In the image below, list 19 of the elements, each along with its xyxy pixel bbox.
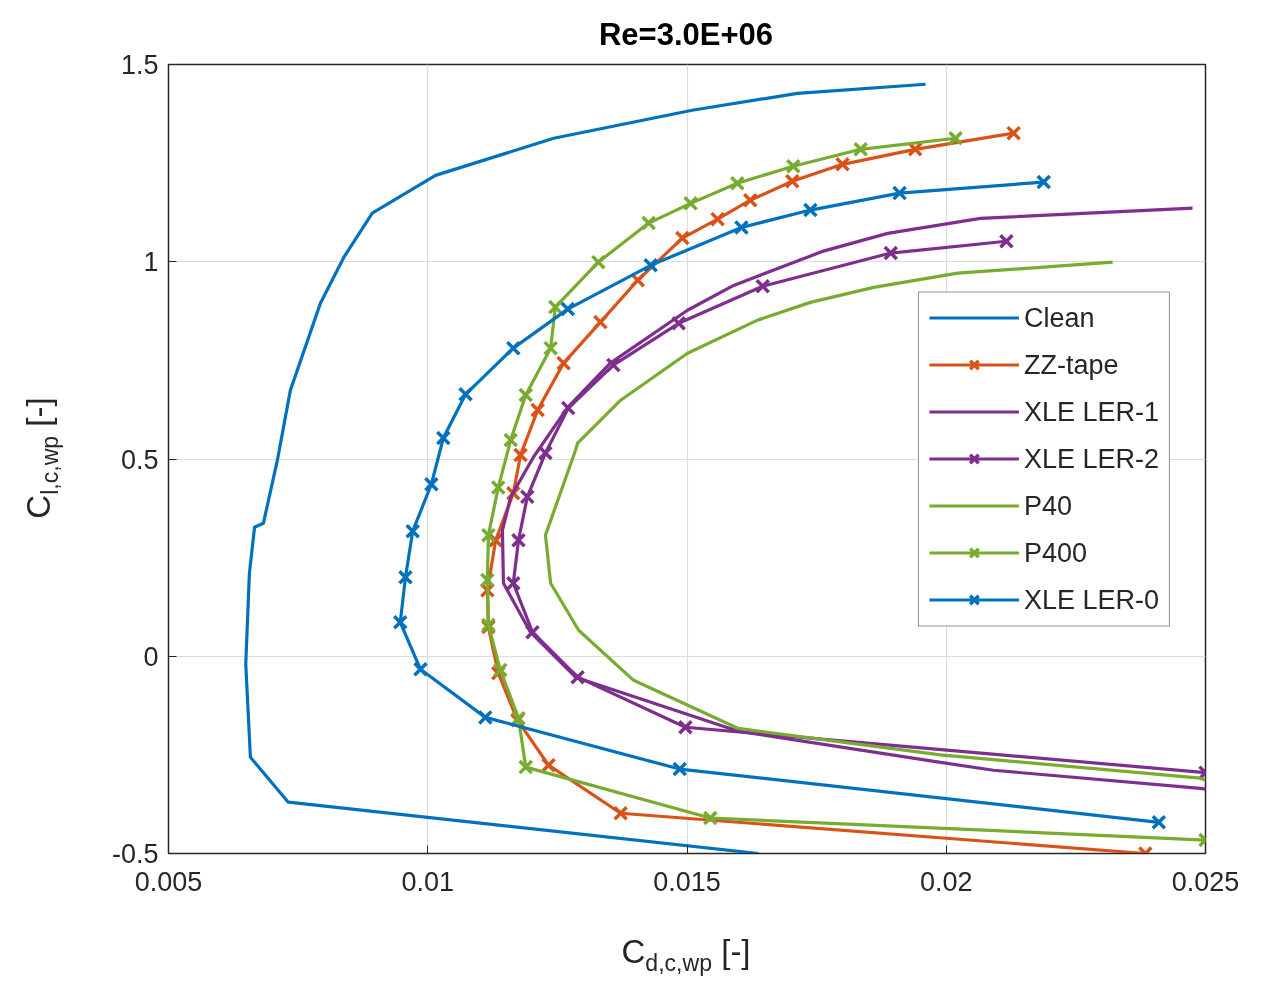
legend-label: XLE LER-1 [1023,396,1159,427]
xlabel: C$_{d,c,wp}$ [-] [621,933,751,977]
x-tick-label: 0.025 [1171,866,1240,897]
y-tick-label: 1.5 [120,50,159,80]
y-tick-label: 1 [143,247,159,278]
y-tick-label: 0.5 [120,444,159,475]
legend-label: P400 [1023,537,1087,568]
x-tick-label: 0.015 [653,866,721,897]
legend-label: XLE LER-0 [1023,584,1159,615]
legend-label: P40 [1023,490,1072,521]
x-tick-label: 0.005 [134,866,203,897]
legend-label: ZZ-tape [1023,349,1119,380]
legend-label: Clean [1023,302,1095,333]
y-tick-label: -0.5 [111,839,159,869]
legend-label: XLE LER-2 [1023,443,1159,474]
title: Re=3.0E+06 [598,17,774,53]
y-tick-label: 0 [143,641,159,672]
x-tick-label: 0.02 [919,866,973,897]
x-tick-label: 0.01 [401,866,455,897]
